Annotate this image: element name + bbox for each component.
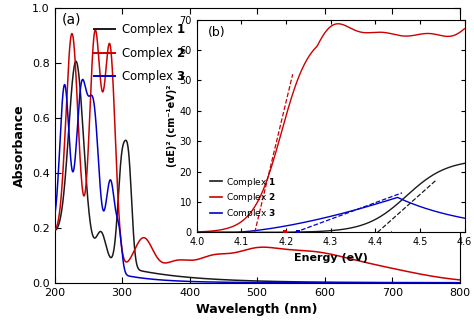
X-axis label: Wavelength (nm): Wavelength (nm) xyxy=(196,303,318,316)
X-axis label: Energy (eV): Energy (eV) xyxy=(294,253,367,263)
Text: (b): (b) xyxy=(208,26,225,39)
Y-axis label: (αE)² (cm⁻¹eV)²: (αE)² (cm⁻¹eV)² xyxy=(167,85,177,167)
Legend: Complex $\mathbf{1}$, Complex $\mathbf{2}$, Complex $\mathbf{3}$: Complex $\mathbf{1}$, Complex $\mathbf{2… xyxy=(89,17,190,90)
Legend: Complex $\mathbf{1}$, Complex $\mathbf{2}$, Complex $\mathbf{3}$: Complex $\mathbf{1}$, Complex $\mathbf{2… xyxy=(207,172,279,224)
Y-axis label: Absorbance: Absorbance xyxy=(13,104,27,187)
Text: (a): (a) xyxy=(61,12,81,26)
